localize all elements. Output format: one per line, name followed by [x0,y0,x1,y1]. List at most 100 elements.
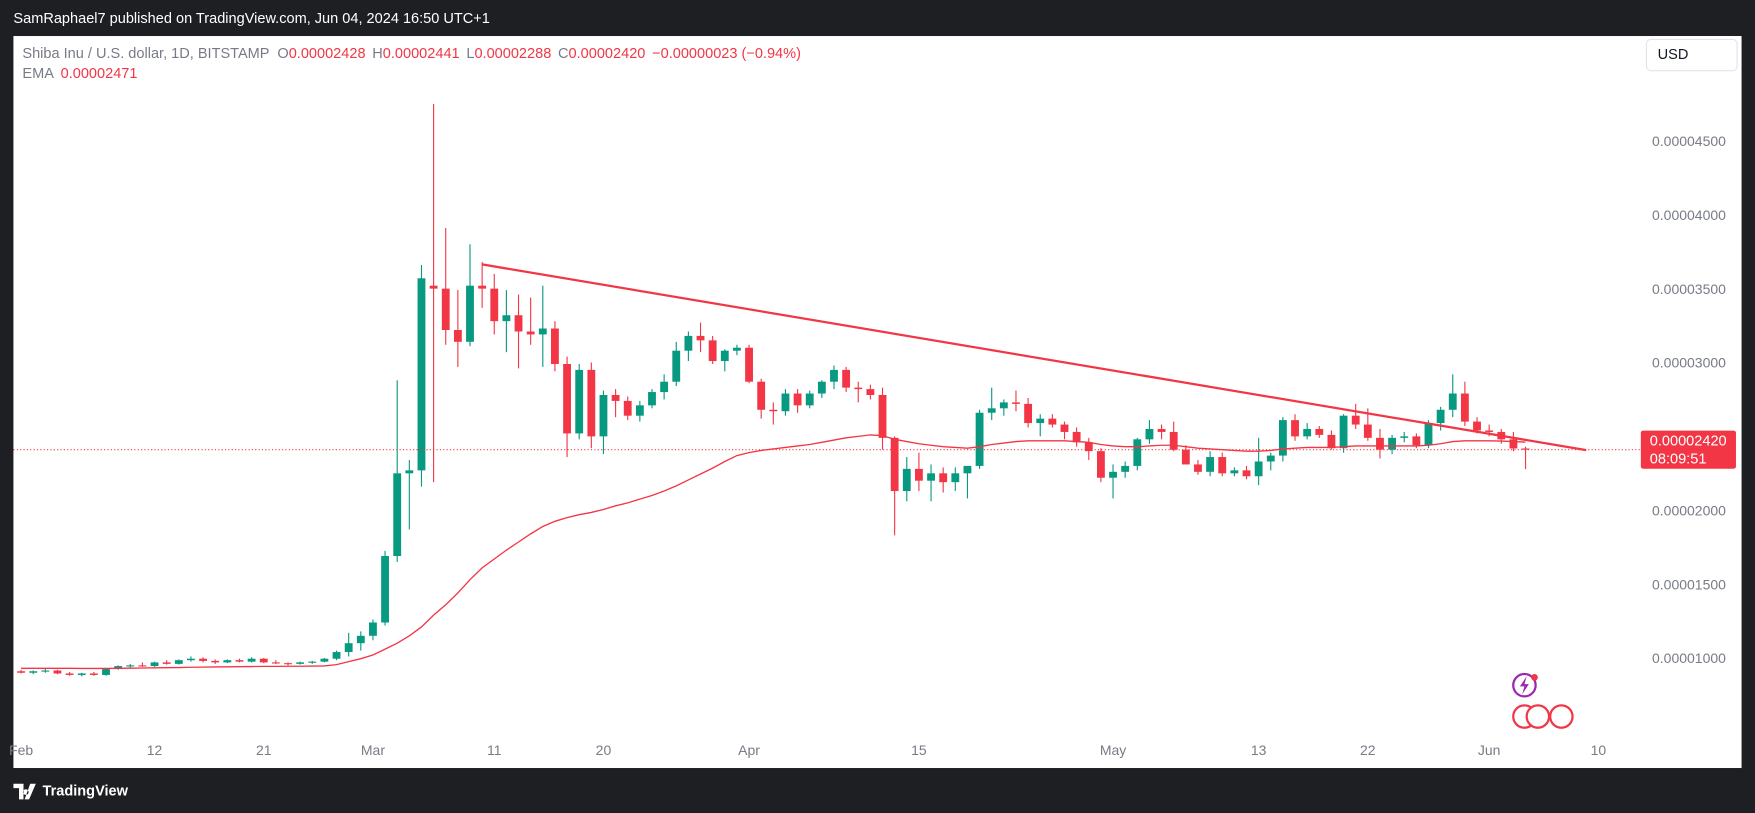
candle-body [41,670,50,672]
candle-body [1218,457,1227,474]
candle-body [563,363,571,434]
candle-body [126,665,135,667]
candle-body [672,350,681,382]
candle-body [708,340,717,362]
currency-button-box[interactable] [1645,38,1738,72]
candle-body [344,643,353,653]
y-tick-label: 0.00002000 [1652,502,1726,518]
candle-body [65,673,74,675]
candle-body [1060,424,1069,432]
x-tick-label: May [1100,742,1126,758]
x-tick-label: Feb [9,742,33,758]
candle-body [745,347,753,382]
candle-body [902,468,911,492]
candle-body [611,395,620,401]
candle-body [308,661,317,663]
candle-body [150,662,159,667]
candle-body [1509,439,1518,449]
currency-button[interactable]: USD [1645,38,1738,72]
candle-body [914,468,923,481]
candle-body [526,331,535,335]
candle-body [1278,420,1287,456]
open-label: O [277,46,288,62]
candle-body [878,395,887,438]
candle-body [162,662,171,664]
candle-body [296,662,305,664]
candle-body [769,409,778,412]
close-label: C [558,46,569,62]
x-tick-label: 22 [1360,742,1376,758]
candle-body [89,673,98,675]
last-price-badge [1640,430,1736,469]
candle-body [332,652,341,659]
currency-button-label[interactable]: USD [1658,47,1689,63]
candle-body [1485,430,1494,432]
candle-body [1121,465,1130,472]
candle-body [199,658,207,661]
candle-body [1254,461,1263,477]
candle-body [793,393,802,406]
candle-body [369,622,377,636]
candle-body [684,335,693,351]
close-value: 0.00002420 [569,46,646,62]
x-tick-label: 12 [147,742,163,758]
brand-logo [13,783,36,800]
candle-body [575,369,584,434]
low-label: L [466,46,474,62]
candle-body [466,285,474,342]
candle-body [1109,471,1117,478]
y-tick-label: 0.00001500 [1652,576,1726,592]
event-icon-bolt [1519,676,1529,695]
candle-body [757,381,766,410]
candle-body [648,392,656,406]
candle-body [720,350,729,362]
x-tick-label: 13 [1251,742,1267,758]
candle-body [696,335,705,341]
candle-body [211,660,220,663]
candle-body [1412,436,1421,446]
candle-body [102,669,110,675]
event-icon-dot [1531,674,1538,681]
x-tick-label: 21 [256,742,272,758]
candle-body [259,658,268,663]
candle-body [623,400,632,416]
candle-body [854,387,863,390]
candle-body [1303,428,1312,437]
candle-body [1448,393,1457,410]
candle-body [587,369,596,437]
candle-body [1157,428,1166,432]
candle-body [1242,470,1251,477]
high-label: H [372,46,383,62]
candle-body [975,412,984,466]
candle-body [284,663,292,665]
candle-body [1327,434,1336,449]
candle-body [1400,436,1409,438]
candle-body [817,381,826,394]
candle-body [1460,393,1469,422]
candle-body [247,658,256,662]
candle-body [1194,464,1202,472]
candle-body [1436,409,1445,424]
candle-body [1048,418,1057,425]
candle-body [1424,423,1433,446]
candle-body [356,635,365,644]
candle-body [441,288,450,331]
trendline [481,263,1587,452]
candle-body [1266,455,1275,462]
ema-value: 0.00002471 [61,66,138,82]
candle-body [223,660,232,663]
candle-body [77,673,86,675]
candle-body [174,660,183,664]
candle-body [417,278,426,471]
candle-body [1012,402,1020,404]
candle-body [1376,437,1384,450]
symbol-title: Shiba Inu / U.S. dollar, 1D, BITSTAMP [22,46,269,62]
y-tick-label: 0.00004000 [1652,207,1726,223]
candle-body [1133,439,1142,466]
candle-body [1206,457,1215,472]
open-value: 0.00002428 [289,46,366,62]
candle-body [320,658,329,662]
y-tick-label: 0.00003500 [1652,281,1726,297]
